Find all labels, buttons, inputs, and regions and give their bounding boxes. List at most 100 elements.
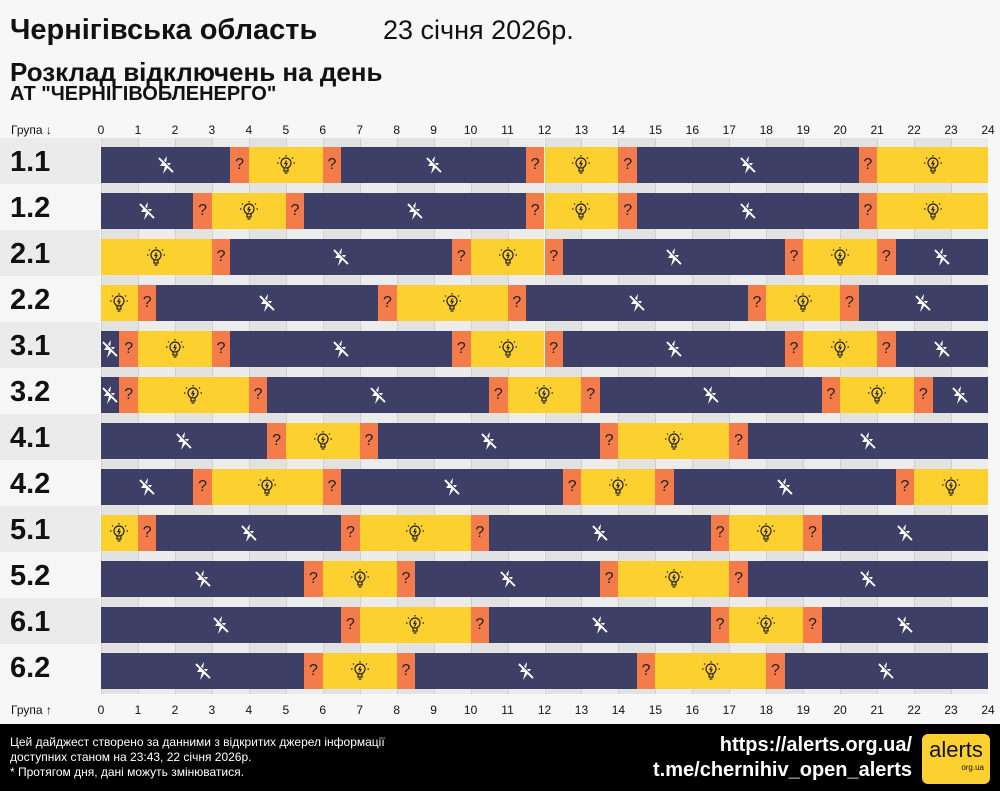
hour-tick-label: 0 xyxy=(97,703,105,717)
question-mark-icon: ? xyxy=(623,156,633,173)
light-bulb-icon xyxy=(533,384,555,406)
light-bulb-icon xyxy=(275,154,297,176)
group-header-bottom: Група ↑ xyxy=(11,703,52,717)
question-mark-icon: ? xyxy=(456,248,466,265)
light-bulb-icon xyxy=(256,476,278,498)
power-off-icon xyxy=(932,247,952,267)
power-on-segment xyxy=(914,469,988,505)
power-on-segment xyxy=(544,147,619,183)
outage-segment xyxy=(895,239,988,275)
outage-segment xyxy=(747,423,988,459)
uncertain-segment: ? xyxy=(304,653,323,689)
uncertain-segment: ? xyxy=(747,285,767,321)
question-mark-icon: ? xyxy=(401,570,411,587)
group-label: 6.2 xyxy=(0,644,100,690)
uncertain-segment: ? xyxy=(137,285,157,321)
power-off-icon xyxy=(174,431,194,451)
uncertain-segment: ? xyxy=(470,515,490,551)
uncertain-segment: ? xyxy=(562,469,582,505)
hour-column xyxy=(951,138,988,694)
hour-column xyxy=(655,138,693,694)
power-on-segment xyxy=(766,285,841,321)
hour-tick-label: 17 xyxy=(722,703,736,717)
group-label: 5.2 xyxy=(0,552,100,598)
power-off-icon xyxy=(590,615,610,635)
question-mark-icon: ? xyxy=(346,524,355,541)
outage-segment xyxy=(932,377,988,413)
hour-tick-label: 13 xyxy=(574,123,589,137)
power-on-segment xyxy=(211,193,286,229)
uncertain-segment: ? xyxy=(304,561,323,597)
power-off-icon xyxy=(664,339,684,359)
hour-tick-label: 14 xyxy=(611,123,626,137)
hour-column xyxy=(729,138,767,694)
outage-segment xyxy=(101,331,120,367)
power-off-icon xyxy=(895,523,915,543)
question-mark-icon: ? xyxy=(918,386,928,403)
question-mark-icon: ? xyxy=(382,294,392,311)
logo-text: alerts xyxy=(929,737,983,762)
power-off-icon xyxy=(858,569,878,589)
power-on-segment xyxy=(618,423,730,459)
group-label: 4.2 xyxy=(0,460,100,506)
power-off-icon xyxy=(137,201,157,221)
outage-segment xyxy=(101,147,231,183)
hour-column xyxy=(174,138,212,694)
uncertain-segment: ? xyxy=(359,423,379,459)
hour-tick-label: 6 xyxy=(319,703,327,717)
question-mark-icon: ? xyxy=(493,386,503,403)
uncertain-segment: ? xyxy=(193,469,212,505)
power-on-segment xyxy=(322,561,397,597)
outage-segment xyxy=(156,515,342,551)
power-on-segment xyxy=(359,515,471,551)
hour-column xyxy=(470,138,508,694)
power-on-segment xyxy=(507,377,582,413)
outage-segment xyxy=(489,515,711,551)
outage-segment xyxy=(378,423,600,459)
group-row: 2.1????? xyxy=(0,230,1000,276)
light-bulb-icon xyxy=(497,246,519,268)
light-bulb-icon xyxy=(164,338,186,360)
question-mark-icon: ? xyxy=(198,202,208,219)
power-on-segment xyxy=(544,193,619,229)
hour-column xyxy=(322,138,360,694)
question-mark-icon: ? xyxy=(216,340,226,357)
power-off-icon xyxy=(590,523,610,543)
power-off-icon xyxy=(738,201,758,221)
power-on-segment xyxy=(655,653,767,689)
hour-axis-top: Група ↓ 0 1 2 3 4 5 6 7 8 9 10 11 12 13 14 15 16 17 18 19 20… xyxy=(0,120,1000,140)
outage-segment xyxy=(415,561,600,597)
hour-column xyxy=(433,138,471,694)
group-row: 6.1???? xyxy=(0,598,1000,644)
uncertain-segment: ? xyxy=(341,607,360,643)
hour-tick-label: 21 xyxy=(870,123,884,137)
telegram-link[interactable]: t.me/chernihiv_open_alerts xyxy=(653,759,912,781)
outage-segment xyxy=(489,607,711,643)
hour-tick-label: 5 xyxy=(282,123,290,137)
hour-tick-label: 9 xyxy=(430,123,437,137)
website-link[interactable]: https://alerts.org.ua/ xyxy=(719,734,912,756)
uncertain-segment: ? xyxy=(285,193,305,229)
question-mark-icon: ? xyxy=(900,478,910,495)
hour-tick-label: 23 xyxy=(944,703,958,717)
uncertain-segment: ? xyxy=(341,515,360,551)
light-bulb-icon xyxy=(404,614,426,636)
power-on-segment xyxy=(285,423,360,459)
power-off-icon xyxy=(479,431,499,451)
power-off-icon xyxy=(442,477,462,497)
footer: Цей дайджест створено за данними з відкр… xyxy=(0,724,1000,791)
hour-column xyxy=(359,138,397,694)
question-mark-icon: ? xyxy=(881,248,891,265)
uncertain-segment: ? xyxy=(211,239,231,275)
region-title: Чернігівська область xyxy=(10,14,318,46)
power-off-icon xyxy=(211,615,231,635)
hour-tick-label: 15 xyxy=(648,123,663,137)
question-mark-icon: ? xyxy=(586,386,596,403)
group-label: 1.2 xyxy=(0,184,100,230)
uncertain-segment: ? xyxy=(581,377,600,413)
group-row: 1.1????? xyxy=(0,138,1000,184)
hour-tick-label: 12 xyxy=(537,703,552,717)
light-bulb-icon xyxy=(182,384,204,406)
power-off-icon xyxy=(775,477,795,497)
group-row: 3.1?????? xyxy=(0,322,1000,368)
